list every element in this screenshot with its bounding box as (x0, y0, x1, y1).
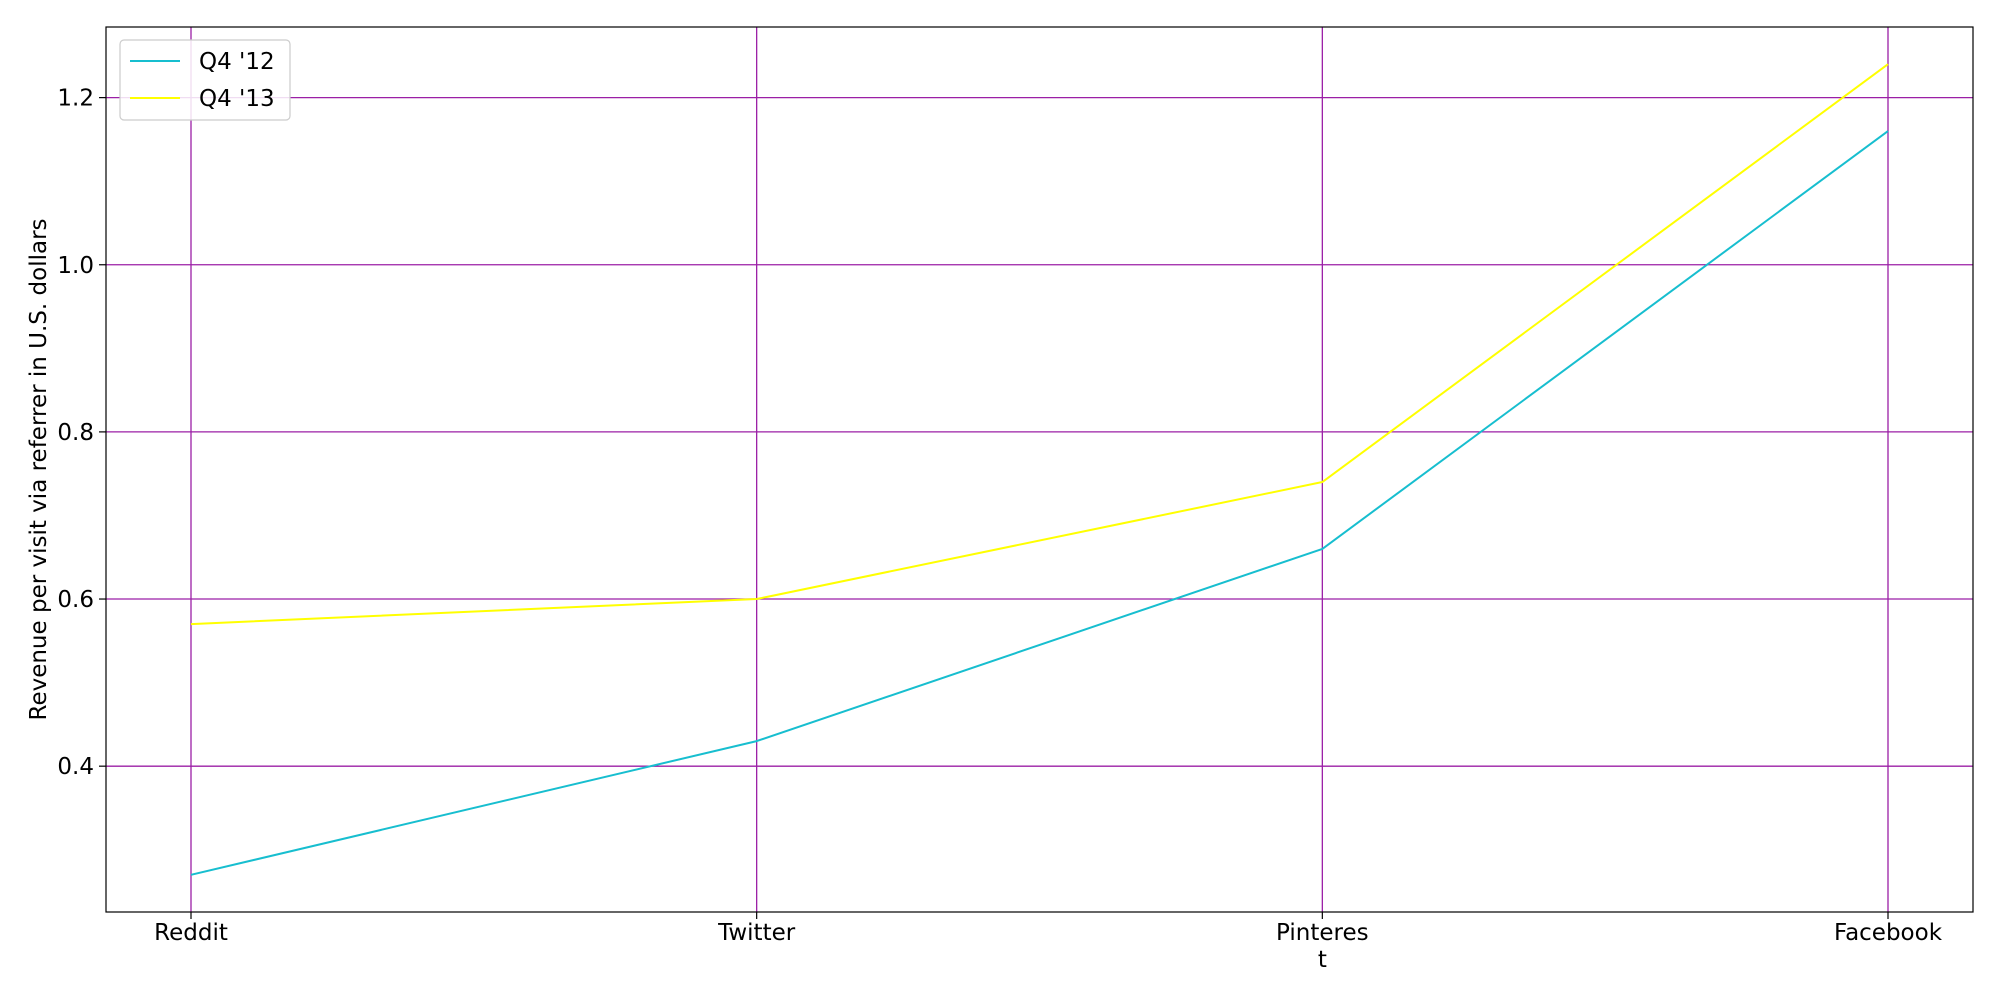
y-tick-label: 1.0 (57, 253, 94, 279)
grid-layer (106, 27, 1973, 912)
legend: Q4 '12 Q4 '13 (119, 39, 291, 121)
plot-frame (105, 26, 1974, 913)
x-tick-label: Twitter (717, 920, 796, 946)
y-tick-label: 1.2 (57, 86, 94, 112)
y-tick-label: 0.4 (57, 754, 94, 780)
x-tick-label: Reddit (154, 920, 228, 946)
series-layer (190, 63, 1889, 876)
legend-label: Q4 '12 (199, 49, 275, 75)
legend-label: Q4 '13 (199, 86, 275, 112)
y-tick-label: 0.8 (57, 420, 94, 446)
series-line-2 (190, 63, 1889, 626)
y-axis-ticks: 0.4 0.6 0.8 1.0 1.2 (57, 86, 106, 780)
series-line-1 (190, 130, 1889, 876)
y-tick-label: 0.6 (57, 587, 94, 613)
x-axis-ticks: Reddit Twitter Pinteres t Facebook (154, 912, 1943, 973)
x-tick-label: Pinteres t (1276, 920, 1369, 973)
x-tick-label: Facebook (1834, 920, 1943, 946)
y-axis-label: Revenue per visit via referrer in U.S. d… (26, 218, 52, 720)
